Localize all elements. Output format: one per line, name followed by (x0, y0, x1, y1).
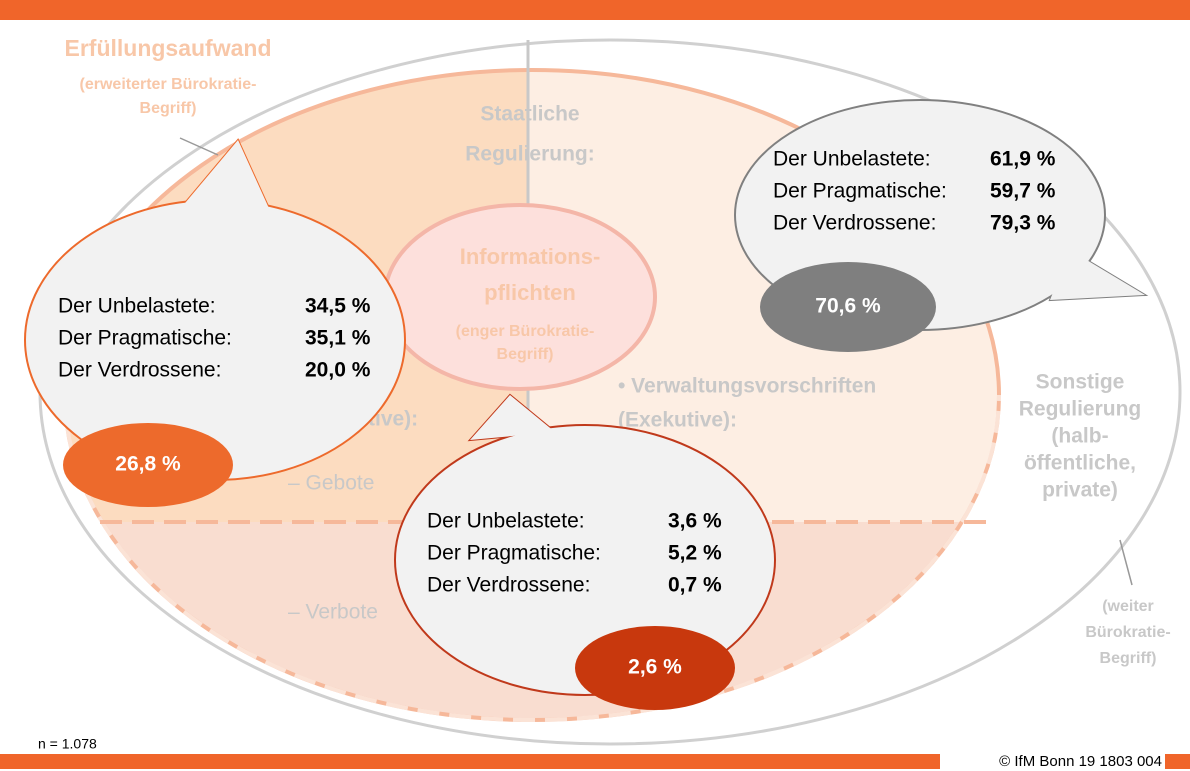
title: Erfüllungsaufwand (65, 35, 272, 61)
label: Staatliche (480, 103, 579, 126)
label: Sonstige (1036, 371, 1125, 394)
label: Informations- (460, 244, 601, 269)
row-value: 3,6 % (668, 510, 722, 533)
label: Begriff) (497, 346, 554, 363)
source-box (940, 752, 1165, 771)
row-label: Der Verdrossene: (58, 359, 221, 382)
row-label: Der Verdrossene: (427, 574, 590, 597)
total: 2,6 % (628, 656, 682, 679)
label: (enger Bürokratie- (456, 323, 595, 340)
bubble (394, 424, 776, 696)
label: Regulierung (1019, 398, 1142, 421)
label: Begriff) (1100, 650, 1157, 667)
row-value: 5,2 % (668, 542, 722, 565)
label: – Verbote (288, 601, 378, 624)
row-label: Der Unbelastete: (427, 510, 585, 533)
bubble-tail-fill (470, 395, 555, 440)
row-label: Der Pragmatische: (58, 327, 232, 350)
arrow (179, 137, 219, 156)
speech-bubble: Der Unbelastete: 3,6 % Der Pragmatische: 5,… (394, 393, 776, 710)
source: © IfM Bonn 19 1803 004 (999, 753, 1162, 770)
label: (weiter (1102, 598, 1154, 615)
label: (erweiterter Bürokratie- (80, 76, 257, 93)
row-value: 20,0 % (305, 359, 371, 382)
label: – Gebote (288, 472, 374, 495)
row-value: 79,3 % (990, 212, 1056, 235)
note: n = 1.078 (38, 736, 97, 752)
row-label: Der Unbelastete: (58, 295, 216, 318)
label: Begriff) (140, 100, 197, 117)
row-value: 34,5 % (305, 295, 371, 318)
row-value: 35,1 % (305, 327, 371, 350)
label: Regulierung: (465, 143, 595, 166)
arrow (1119, 539, 1133, 586)
speech-bubble: Der Unbelastete: 61,9 % Der Pragmatische: 5… (734, 99, 1149, 352)
total: 26,8 % (115, 453, 181, 476)
label: (halb- (1051, 425, 1108, 448)
label: • Verwaltungsvorschriften (618, 375, 876, 398)
label: tive): (368, 408, 418, 431)
total-ellipse (575, 626, 735, 710)
bottom-bar (0, 754, 1190, 769)
row-label: Der Pragmatische: (427, 542, 601, 565)
row-label: Der Pragmatische: (773, 180, 947, 203)
label: pflichten (484, 280, 576, 305)
label: Bürokratie- (1085, 624, 1170, 641)
label: private) (1042, 479, 1118, 502)
bubble-tail-fill (1050, 250, 1145, 300)
total: 70,6 % (815, 295, 881, 318)
row-value: 61,9 % (990, 148, 1056, 171)
row-label: Der Unbelastete: (773, 148, 931, 171)
total-ellipse (760, 262, 936, 352)
top-bar (0, 0, 1190, 20)
speech-bubble: Der Unbelastete: 34,5 % Der Pragmatische: 3… (24, 138, 406, 507)
label: (Exekutive): (618, 409, 737, 432)
row-label: Der Verdrossene: (773, 212, 936, 235)
label: öffentliche, (1024, 452, 1136, 475)
row-value: 0,7 % (668, 574, 722, 597)
total-ellipse (63, 423, 233, 507)
bubble-tail-fill (175, 140, 272, 215)
row-value: 59,7 % (990, 180, 1056, 203)
